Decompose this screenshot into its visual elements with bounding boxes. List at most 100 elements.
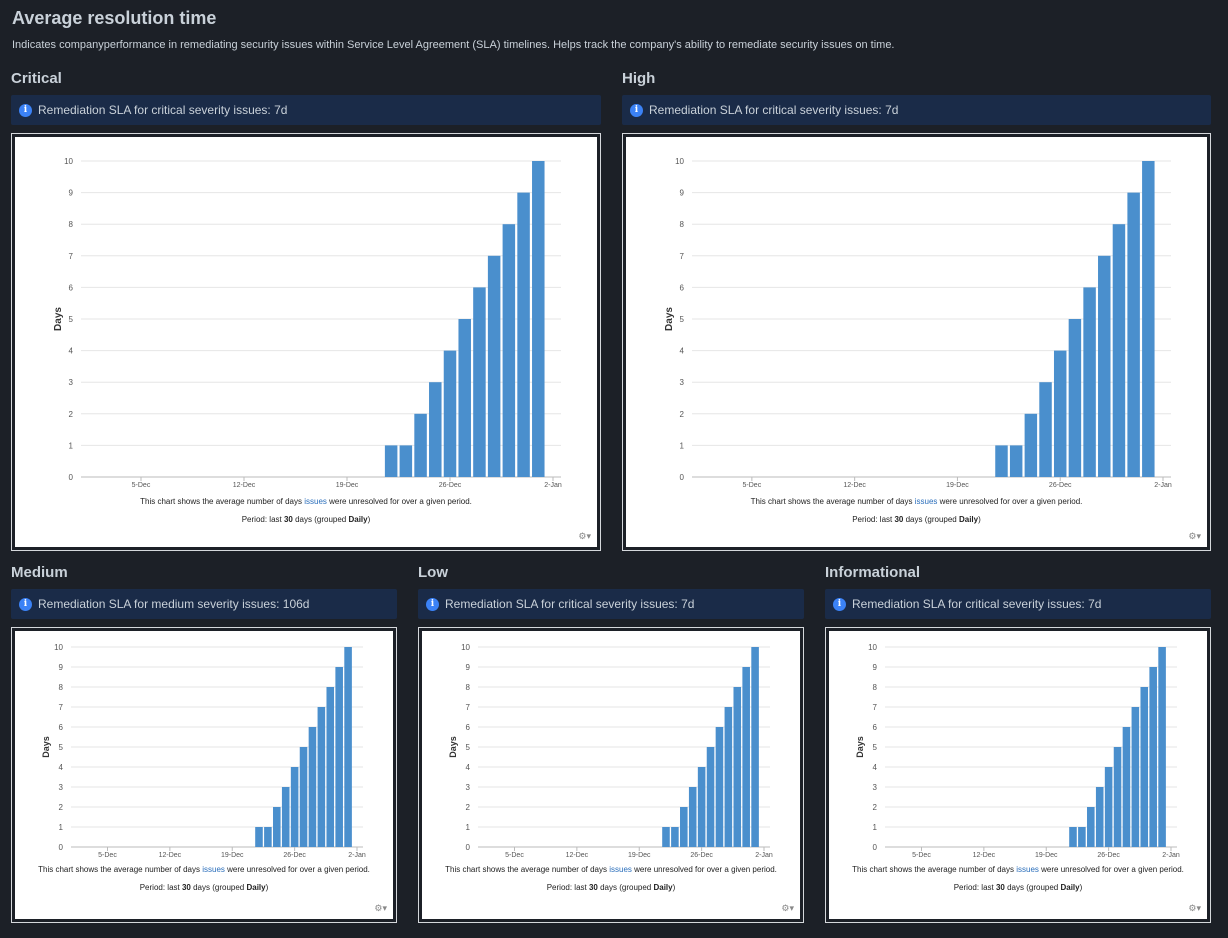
x-tick-label: 2-Jan (1162, 852, 1180, 859)
bar (290, 767, 299, 847)
period-caption: Period: last 30 days (grouped Daily) (15, 515, 597, 524)
gear-icon[interactable]: ⚙▾ (781, 903, 794, 913)
chart-card: 0 1 2 3 4 5 6 7 8 9 10 Days 5-Dec 12-Dec 19-Dec 26-Dec 2… (422, 631, 800, 919)
period-caption: Period: last 30 days (grouped Daily) (829, 883, 1207, 892)
period-text: Period: last (852, 515, 895, 524)
issues-link[interactable]: issues (202, 865, 225, 874)
period-group: Daily (246, 883, 266, 892)
page-description: Indicates companyperformance in remediat… (12, 39, 895, 51)
x-tick-label: 26-Dec (1049, 482, 1072, 489)
chart-frame: 0 1 2 3 4 5 6 7 8 9 10 Days 5-Dec 12-Dec 19-Dec 26-Dec 2… (11, 627, 397, 923)
period-text: Period: last (546, 883, 589, 892)
gear-icon[interactable]: ⚙▾ (1188, 903, 1201, 913)
bar (443, 350, 457, 477)
issues-link[interactable]: issues (609, 865, 632, 874)
bar (1095, 787, 1104, 847)
y-tick-label: 5 (466, 743, 471, 752)
bar (1087, 807, 1095, 847)
bar (1127, 192, 1140, 477)
info-icon: i (833, 597, 846, 611)
caption-text: were unresolved for over a given period. (631, 865, 777, 874)
issues-link[interactable]: issues (304, 497, 327, 506)
period-group: Daily (1060, 883, 1080, 892)
chart-card: 0 1 2 3 4 5 6 7 8 9 10 Days 5-Dec 12-Dec 19-Dec 26-Dec 2… (829, 631, 1207, 919)
gear-icon[interactable]: ⚙▾ (578, 531, 591, 541)
panel-informational: Informational i Remediation SLA for critic… (825, 564, 1211, 923)
period-text: ) (978, 515, 981, 524)
sla-text: Remediation SLA for critical severity is… (649, 103, 899, 117)
y-tick-label: 3 (466, 783, 471, 792)
chart-caption: This chart shows the average number of d… (422, 865, 800, 874)
y-tick-label: 8 (69, 220, 74, 229)
period-caption: Period: last 30 days (grouped Daily) (15, 883, 393, 892)
period-text: ) (265, 883, 269, 892)
y-tick-label: 0 (466, 843, 471, 852)
y-tick-label: 7 (59, 703, 64, 712)
gear-icon[interactable]: ⚙▾ (374, 903, 387, 913)
issues-link[interactable]: issues (914, 497, 938, 506)
bar (458, 319, 471, 477)
info-icon: i (426, 597, 439, 611)
bar (733, 687, 742, 847)
y-tick-label: 9 (59, 663, 64, 672)
period-group: Daily (348, 515, 368, 524)
y-tick-label: 7 (680, 252, 685, 261)
info-icon: i (19, 103, 32, 117)
y-tick-label: 8 (873, 683, 878, 692)
panel-critical: Critical i Remediation SLA for critical se… (11, 70, 601, 551)
x-tick-label: 2-Jan (544, 482, 562, 489)
sla-text: Remediation SLA for critical severity is… (38, 103, 288, 117)
x-tick-label: 5-Dec (743, 482, 762, 489)
caption-text: were unresolved for over a given period. (1038, 865, 1184, 874)
bar (399, 445, 413, 477)
chart-caption: This chart shows the average number of d… (15, 865, 393, 874)
y-tick-label: 2 (466, 803, 471, 812)
bar (1039, 382, 1052, 477)
period-caption: Period: last 30 days (grouped Daily) (422, 883, 800, 892)
bar (1149, 667, 1157, 847)
sla-banner: i Remediation SLA for critical severity i… (418, 589, 804, 619)
period-days: 30 (588, 883, 598, 892)
chart-caption: This chart shows the average number of d… (829, 865, 1207, 874)
issues-link[interactable]: issues (1016, 865, 1039, 874)
bar (1140, 687, 1149, 847)
bar (715, 727, 724, 847)
bar (517, 192, 530, 477)
chart-frame: 0 1 2 3 4 5 6 7 8 9 10 Days 5-Dec 12-Dec 19-Dec 26-Dec 2… (11, 133, 601, 551)
bar (671, 827, 679, 847)
chart-caption: This chart shows the average number of d… (626, 497, 1207, 506)
bar (688, 787, 697, 847)
y-tick-label: 2 (680, 410, 685, 419)
y-tick-label: 10 (54, 643, 63, 652)
chart-caption: This chart shows the average number of d… (15, 497, 597, 506)
chart-frame: 0 1 2 3 4 5 6 7 8 9 10 Days 5-Dec 12-Dec 19-Dec 26-Dec 2… (418, 627, 804, 923)
y-tick-label: 4 (680, 347, 685, 356)
x-tick-label: 12-Dec (159, 852, 182, 859)
y-tick-label: 9 (873, 663, 878, 672)
sla-banner: i Remediation SLA for critical severity i… (825, 589, 1211, 619)
y-tick-label: 3 (680, 378, 685, 387)
y-axis-label: Days (855, 736, 865, 758)
x-tick-label: 2-Jan (1154, 482, 1172, 489)
x-tick-label: 19-Dec (1035, 852, 1058, 859)
y-tick-label: 1 (69, 441, 74, 450)
period-text: ) (1079, 883, 1083, 892)
x-tick-label: 26-Dec (690, 852, 713, 859)
x-tick-label: 2-Jan (755, 852, 773, 859)
panel-title: Low (418, 564, 448, 581)
x-tick-label: 5-Dec (912, 852, 931, 859)
bar (1053, 350, 1067, 477)
period-group: Daily (958, 515, 979, 524)
bar (264, 827, 272, 847)
period-text: days (grouped (903, 515, 959, 524)
period-text: days (grouped (190, 883, 247, 892)
period-text: days (grouped (292, 515, 349, 524)
y-axis-label: Days (53, 307, 64, 331)
bar (1068, 319, 1082, 477)
panel-title: Critical (11, 70, 62, 87)
caption-text: This chart shows the average number of d… (445, 865, 610, 874)
bar (344, 647, 352, 847)
gear-icon[interactable]: ⚙▾ (1188, 531, 1201, 541)
bar (1009, 445, 1023, 477)
y-tick-label: 5 (59, 743, 64, 752)
